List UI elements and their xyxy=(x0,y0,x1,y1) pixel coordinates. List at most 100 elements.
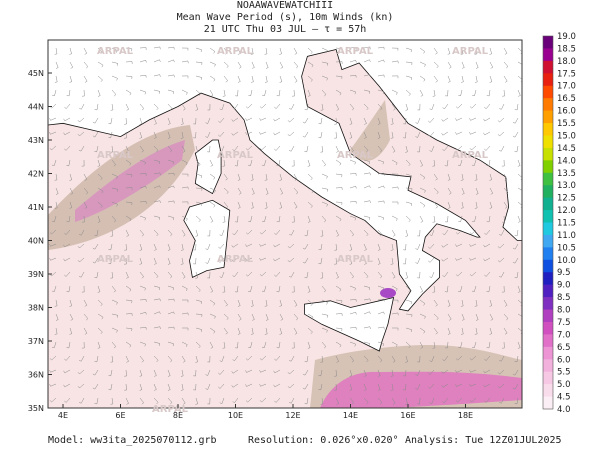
wind-barb xyxy=(512,243,519,250)
wind-barb xyxy=(218,257,225,263)
wind-barb xyxy=(428,243,435,249)
wind-barb xyxy=(81,215,85,223)
wind-barb xyxy=(391,75,399,79)
wind-barb xyxy=(235,215,239,223)
wind-barb xyxy=(377,46,385,50)
wind-barb xyxy=(417,103,421,111)
wind-barb xyxy=(125,187,133,190)
colorbar-swatch xyxy=(543,384,553,398)
wind-barb xyxy=(469,145,477,151)
wind-barb xyxy=(66,285,71,293)
wind-barb xyxy=(111,187,119,192)
wind-barb xyxy=(415,131,421,138)
wind-barb xyxy=(81,285,85,293)
wind-barb xyxy=(92,131,99,138)
wind-barb xyxy=(219,229,225,236)
wind-barb xyxy=(391,159,398,166)
wind-barb xyxy=(111,215,117,223)
wind-barb xyxy=(250,47,254,55)
wind-barb xyxy=(484,271,491,277)
wind-barb xyxy=(77,383,85,389)
wind-barb xyxy=(124,383,127,391)
wind-barb xyxy=(259,131,267,135)
wind-barb xyxy=(415,243,421,250)
wind-barb xyxy=(403,243,407,251)
lat-label: 45N xyxy=(28,69,44,78)
wind-barb xyxy=(349,369,353,377)
wind-barb xyxy=(349,299,357,302)
wind-barb xyxy=(377,117,381,125)
wind-barb xyxy=(66,159,71,167)
wind-barb xyxy=(139,341,146,347)
wind-barb xyxy=(287,257,295,263)
wind-barb xyxy=(517,89,521,97)
wind-barb xyxy=(97,327,103,335)
wind-barb xyxy=(181,312,189,316)
wind-barb xyxy=(483,383,491,388)
wind-barb xyxy=(78,145,85,152)
wind-barb xyxy=(51,341,57,349)
wind-barb xyxy=(441,383,449,388)
wind-barb xyxy=(363,145,369,153)
wind-barb xyxy=(498,145,505,152)
wind-barb xyxy=(460,299,464,307)
colorbar-label: 11.5 xyxy=(557,219,576,229)
wind-barb xyxy=(195,285,201,292)
wind-barb xyxy=(69,201,73,209)
wind-barb xyxy=(514,271,519,279)
wind-barb xyxy=(78,397,85,404)
wind-barb xyxy=(153,326,161,330)
wind-barb xyxy=(377,200,385,204)
wind-barb xyxy=(209,285,214,293)
wind-barb xyxy=(405,397,408,405)
colorbar-label: 13.0 xyxy=(557,181,576,191)
wind-barb xyxy=(433,201,438,209)
wind-barb xyxy=(181,103,186,111)
wind-barb xyxy=(441,117,449,122)
wind-barb xyxy=(428,369,435,375)
wind-barb xyxy=(433,75,438,83)
wind-barb xyxy=(499,103,505,110)
colorbar-label: 12.0 xyxy=(557,206,576,216)
wind-barb xyxy=(349,355,355,363)
wind-barb xyxy=(497,369,505,375)
wind-barb xyxy=(49,103,57,109)
wind-barb xyxy=(486,89,491,97)
wind-barb xyxy=(517,299,522,306)
wind-barb xyxy=(181,75,189,79)
wind-barb xyxy=(291,215,295,223)
wind-barb xyxy=(83,47,88,55)
wind-barb xyxy=(419,327,426,334)
watermark: ARPAL xyxy=(452,46,489,57)
wind-barb xyxy=(167,145,173,153)
wind-barb xyxy=(182,299,189,303)
wind-barb xyxy=(193,369,197,377)
wind-barb xyxy=(139,159,146,165)
wind-barb xyxy=(363,285,371,290)
wind-barb xyxy=(167,215,175,221)
wind-barb xyxy=(167,355,173,363)
shade-purple xyxy=(380,288,396,298)
wind-barb xyxy=(349,327,357,330)
wind-barb xyxy=(293,313,299,321)
wind-barb xyxy=(167,131,171,139)
wind-barb xyxy=(304,103,309,111)
wind-barb xyxy=(417,271,421,279)
wind-barb xyxy=(458,285,463,293)
wind-barb xyxy=(69,187,74,195)
wind-barb xyxy=(432,159,436,167)
wind-barb xyxy=(321,201,328,207)
wind-barb xyxy=(335,313,343,316)
wind-barb xyxy=(419,89,424,97)
wind-barb xyxy=(335,103,340,111)
wind-barb xyxy=(279,47,282,55)
wind-barb xyxy=(489,299,493,307)
colorbar-label: 10.5 xyxy=(557,243,576,253)
wind-barb xyxy=(391,89,398,95)
wind-barb xyxy=(472,215,477,223)
wind-barb xyxy=(469,243,477,247)
wind-barb xyxy=(167,172,175,176)
wind-barb xyxy=(293,47,298,55)
wind-barb xyxy=(273,383,281,388)
wind-barb xyxy=(293,75,298,83)
